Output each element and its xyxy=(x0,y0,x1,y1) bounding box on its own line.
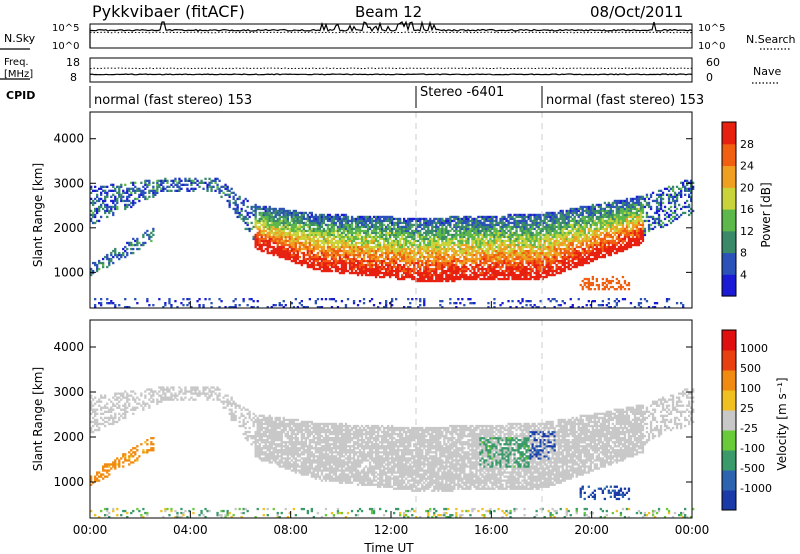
power-ytick-1: 2000 xyxy=(53,221,84,235)
power-heatmap-cells xyxy=(90,177,695,309)
velocity-colorbar-tick-0: 1000 xyxy=(740,342,768,355)
nave-tick-top: 60 xyxy=(706,56,720,69)
cpid-panel: CPID normal (fast stereo) 153 Stereo -64… xyxy=(6,85,704,108)
velocity-colorbar-tick-4: -25 xyxy=(740,422,758,435)
power-colorbar-tick-3: 16 xyxy=(740,203,754,216)
velocity-ytick-1: 2000 xyxy=(53,430,84,444)
power-colorbar-swatch-6 xyxy=(722,143,736,167)
date-label: 08/Oct/2011 xyxy=(590,3,683,21)
power-ytick-3: 4000 xyxy=(53,132,84,146)
nsky-trace xyxy=(89,20,693,48)
power-colorbar-tick-0: 4 xyxy=(740,268,747,281)
power-colorbar-swatch-4 xyxy=(722,187,736,210)
power-ytick-0: 1000 xyxy=(53,265,84,279)
velocity-ytick-3: 4000 xyxy=(53,340,84,354)
velocity-heatmap-cells xyxy=(90,386,695,519)
power-colorbar-swatch-3 xyxy=(722,209,736,232)
velocity-colorbar-swatch-7 xyxy=(722,350,736,371)
power-panel: 1000 2000 3000 4000 Slant Range [km] xyxy=(31,111,695,309)
velocity-colorbar-tick-7: -1000 xyxy=(740,482,772,495)
velocity-colorbar-tick-1: 500 xyxy=(740,362,761,375)
velocity-xtick-5: 20:00 xyxy=(574,523,609,537)
power-colorbar: 4 8 12 16 20 24 28 Power [dB] xyxy=(721,121,773,297)
power-colorbar-swatch-7 xyxy=(722,122,736,145)
nsearch-trace xyxy=(89,31,693,34)
velocity-colorbar-tick-3: 25 xyxy=(740,402,754,415)
freq-tick-top: 18 xyxy=(66,56,80,69)
nave-trace xyxy=(89,67,693,70)
velocity-ytick-2: 3000 xyxy=(53,385,84,399)
nsky-label: N.Sky xyxy=(4,32,36,45)
beam-label: Beam 12 xyxy=(355,3,422,21)
velocity-xtick-4: 16:00 xyxy=(474,523,509,537)
power-ytick-2: 3000 xyxy=(53,176,84,190)
velocity-xtick-2: 08:00 xyxy=(273,523,308,537)
power-colorbar-title: Power [dB] xyxy=(759,182,773,247)
freq-tick-bottom: 8 xyxy=(70,71,77,84)
velocity-xtick-1: 04:00 xyxy=(173,523,208,537)
nsky-panel: N.Sky 10^5 10^0 10^5 10^0 N.Search xyxy=(0,20,796,52)
velocity-panel: 1000 2000 3000 4000 Slant Range [km] 00:00 0… xyxy=(31,319,710,554)
nsearch-tick-top: 10^5 xyxy=(698,23,725,34)
velocity-colorbar-tick-6: -500 xyxy=(740,462,765,475)
nsearch-tick-bottom: 10^0 xyxy=(698,41,725,52)
cpid-label: CPID xyxy=(6,89,35,102)
power-colorbar-tick-2: 12 xyxy=(740,225,754,238)
velocity-colorbar-swatch-2 xyxy=(722,450,736,471)
velocity-colorbar-swatch-8 xyxy=(722,330,736,351)
power-colorbar-tick-4: 20 xyxy=(740,181,754,194)
nsky-tick-bottom: 10^0 xyxy=(52,41,79,52)
velocity-ylabel: Slant Range [km] xyxy=(31,367,45,471)
velocity-colorbar-swatch-5 xyxy=(722,390,736,411)
velocity-xtick-0: 00:00 xyxy=(73,523,108,537)
cpid-segment-1: normal (fast stereo) 153 xyxy=(94,93,252,108)
velocity-colorbar-tick-5: -100 xyxy=(740,442,765,455)
freq-panel: Freq. [MHz] 18 8 60 0 Nave xyxy=(0,56,781,84)
xaxis-label: Time UT xyxy=(363,541,414,554)
nsky-tick-top: 10^5 xyxy=(52,23,79,34)
velocity-colorbar-swatch-6 xyxy=(722,370,736,391)
cpid-segment-3: normal (fast stereo) 153 xyxy=(546,93,704,108)
velocity-colorbar-swatch-3 xyxy=(722,430,736,451)
power-colorbar-tick-1: 8 xyxy=(740,247,747,260)
plot-title: Pykkvibaer (fitACF) xyxy=(92,2,245,21)
nave-label: Nave xyxy=(753,65,781,78)
nave-tick-bottom: 0 xyxy=(706,71,713,84)
nsearch-label: N.Search xyxy=(746,33,796,46)
velocity-xtick-3: 12:00 xyxy=(374,523,409,537)
power-colorbar-tick-6: 28 xyxy=(740,138,754,151)
freq-unit: [MHz] xyxy=(4,69,33,80)
power-colorbar-swatch-2 xyxy=(722,230,736,254)
power-ylabel: Slant Range [km] xyxy=(31,163,45,267)
velocity-colorbar-swatch-4 xyxy=(722,410,736,431)
velocity-colorbar: 1000 500 100 25 -25 -100 -500 -1000 Velocity [m… xyxy=(721,329,789,511)
power-colorbar-swatch-5 xyxy=(722,165,736,188)
freq-label: Freq. xyxy=(4,57,29,68)
velocity-ytick-0: 1000 xyxy=(53,475,84,489)
freq-trace xyxy=(89,73,693,76)
velocity-colorbar-tick-2: 100 xyxy=(740,382,761,395)
velocity-xtick-6: 00:00 xyxy=(675,523,710,537)
velocity-colorbar-swatch-0 xyxy=(722,490,736,511)
cpid-segment-2: Stereo -6401 xyxy=(420,85,504,100)
velocity-colorbar-swatch-1 xyxy=(722,470,736,491)
power-colorbar-tick-5: 24 xyxy=(740,160,754,173)
power-colorbar-swatch-0 xyxy=(722,274,736,297)
velocity-colorbar-title: Velocity [m s⁻¹] xyxy=(775,377,789,470)
power-colorbar-swatch-1 xyxy=(722,252,736,275)
